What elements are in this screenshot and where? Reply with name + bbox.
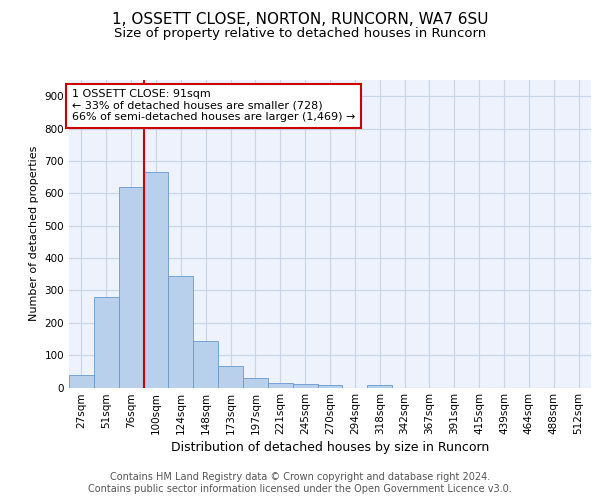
Text: Size of property relative to detached houses in Runcorn: Size of property relative to detached ho…	[114, 28, 486, 40]
Bar	[143, 172, 169, 388]
Bar	[293, 384, 317, 388]
Bar	[268, 382, 293, 388]
Text: 1 OSSETT CLOSE: 91sqm
← 33% of detached houses are smaller (728)
66% of semi-det: 1 OSSETT CLOSE: 91sqm ← 33% of detached …	[71, 89, 355, 122]
Text: 1, OSSETT CLOSE, NORTON, RUNCORN, WA7 6SU: 1, OSSETT CLOSE, NORTON, RUNCORN, WA7 6S…	[112, 12, 488, 28]
Bar	[367, 385, 392, 388]
Bar	[317, 385, 343, 388]
Bar	[69, 374, 94, 388]
Bar	[94, 297, 119, 388]
Bar	[218, 366, 243, 388]
Bar	[169, 276, 193, 388]
X-axis label: Distribution of detached houses by size in Runcorn: Distribution of detached houses by size …	[171, 442, 489, 454]
Bar	[119, 187, 143, 388]
Y-axis label: Number of detached properties: Number of detached properties	[29, 146, 39, 322]
Bar	[243, 378, 268, 388]
Bar	[193, 340, 218, 388]
Text: Contains HM Land Registry data © Crown copyright and database right 2024.
Contai: Contains HM Land Registry data © Crown c…	[88, 472, 512, 494]
